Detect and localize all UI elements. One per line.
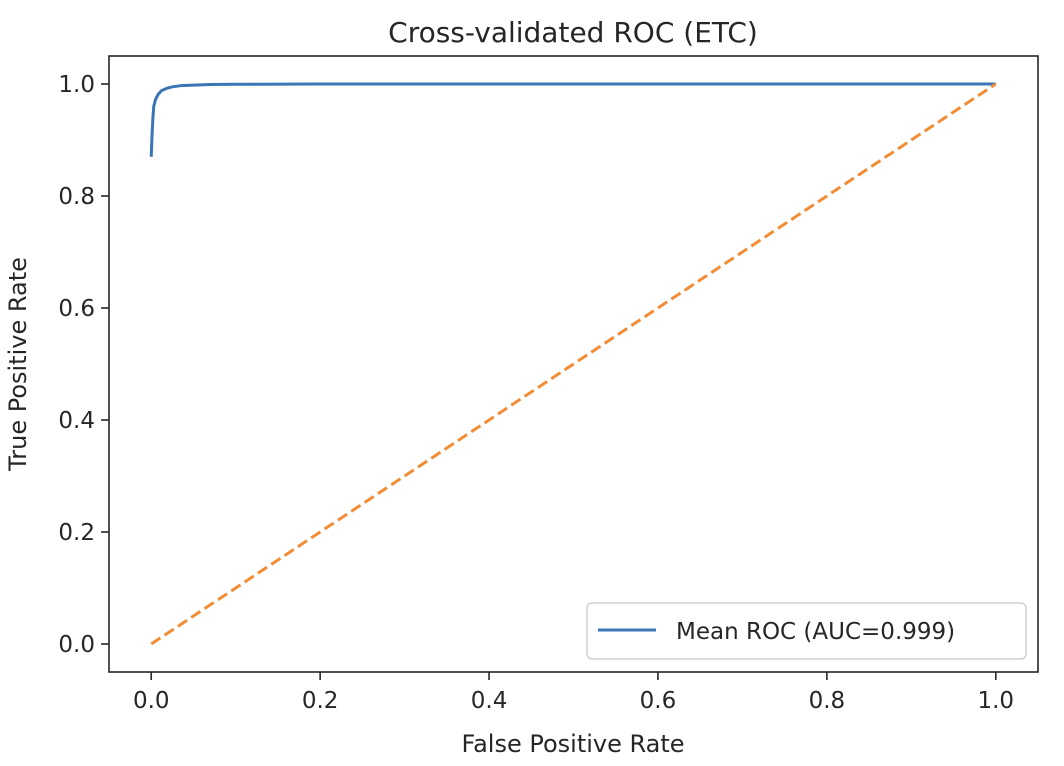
x-axis-ticks: 0.0 0.2 0.4 0.6 0.8 1.0 [133, 672, 1014, 714]
chart-title: Cross-validated ROC (ETC) [388, 16, 758, 49]
y-tick-label: 0.6 [58, 296, 95, 322]
x-tick-label: 1.0 [977, 688, 1014, 714]
y-axis-ticks: 0.0 0.2 0.4 0.6 0.8 1.0 [58, 72, 109, 658]
x-tick-label: 0.8 [809, 688, 846, 714]
series-line-mean-roc [149, 82, 996, 157]
y-tick-label: 1.0 [58, 72, 95, 98]
series-line-chance-diagonal [150, 82, 997, 646]
y-axis-label: True Positive Rate [4, 257, 32, 472]
x-tick-label: 0.0 [133, 688, 170, 714]
y-tick-label: 0.0 [58, 632, 95, 658]
y-tick-label: 0.8 [58, 184, 95, 210]
x-tick-label: 0.6 [640, 688, 677, 714]
x-tick-label: 0.2 [302, 688, 339, 714]
legend: Mean ROC (AUC=0.999) [586, 602, 1027, 660]
plot-area [108, 55, 1039, 673]
axes-frame [108, 55, 1039, 673]
y-tick-label: 0.2 [58, 520, 95, 546]
y-tick-label: 0.4 [58, 408, 95, 434]
x-tick-label: 0.4 [471, 688, 508, 714]
legend-label-mean-roc: Mean ROC (AUC=0.999) [676, 619, 955, 645]
legend-box [586, 602, 1027, 660]
x-axis-label: False Positive Rate [461, 730, 684, 758]
